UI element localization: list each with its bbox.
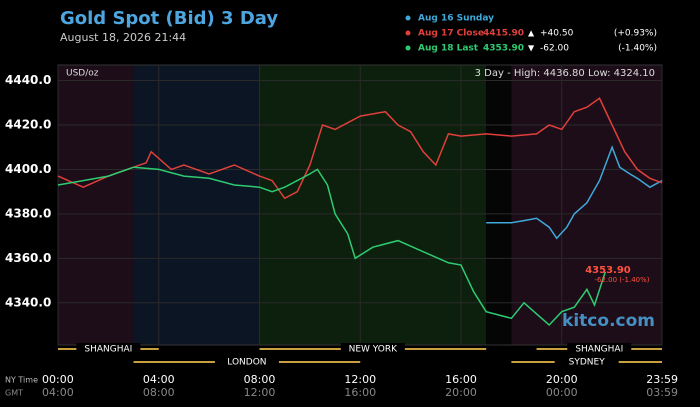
watermark: kitco.com	[562, 311, 655, 331]
x-tick-label: 23:59	[646, 373, 678, 386]
chart-subtitle: August 18, 2026 21:44	[60, 31, 186, 44]
legend-value: 4353.90	[483, 44, 524, 54]
y-tick-label: 4440.0	[5, 73, 51, 87]
legend-pct: (-1.40%)	[618, 44, 657, 54]
chart-title: Gold Spot (Bid) 3 Day	[60, 8, 278, 29]
legend-name: Aug 16 Sunday	[418, 14, 494, 24]
legend-name: Aug 18 Last	[418, 44, 479, 54]
session-shade	[133, 65, 260, 345]
session-label: SHANGHAI	[575, 345, 623, 355]
session-shade	[486, 65, 512, 345]
y-tick-label: 4400.0	[5, 162, 51, 176]
legend-dot	[405, 15, 411, 21]
legend-pct: (+0.93%)	[614, 29, 657, 39]
x2-row-label: GMT	[5, 389, 23, 398]
legend-change: +40.50	[540, 29, 574, 39]
session-shade	[58, 65, 134, 345]
legend-name: Aug 17 Close	[418, 29, 484, 39]
plot-area	[57, 64, 663, 346]
x-tick-label: 00:00	[42, 373, 74, 386]
legend-value: 4415.90	[483, 29, 524, 39]
y-tick-label: 4360.0	[5, 251, 51, 265]
last-change-label: -62.00 (-1.40%)	[594, 276, 649, 284]
legend-change: -62.00	[540, 44, 569, 54]
session-label: SHANGHAI	[84, 345, 132, 355]
y-tick-label: 4380.0	[5, 206, 51, 220]
session-label-bg	[340, 343, 405, 354]
session-label-bg	[76, 343, 141, 354]
session-label-bg	[567, 343, 632, 354]
legend-dot	[405, 45, 411, 51]
legend-arrow: ▼	[528, 44, 535, 53]
price-line	[57, 166, 607, 327]
price-line	[486, 145, 663, 240]
session-label-bg	[214, 356, 279, 367]
x2-tick-label: 20:00	[445, 386, 477, 399]
legend-arrow: ▲	[528, 29, 535, 38]
y-tick-label: 4420.0	[5, 118, 51, 132]
last-price-label: 4353.90	[585, 265, 631, 276]
range-label: 3 Day - High: 4436.80 Low: 4324.10	[475, 68, 655, 79]
x2-tick-label: 00:00	[546, 386, 578, 399]
price-line	[57, 97, 663, 200]
x-tick-label: 12:00	[344, 373, 376, 386]
x-tick-label: 08:00	[244, 373, 276, 386]
session-label: SYDNEY	[569, 358, 606, 368]
session-label: LONDON	[227, 358, 266, 368]
x-tick-label: 16:00	[445, 373, 477, 386]
x2-tick-label: 08:00	[143, 386, 175, 399]
unit-label: USD/oz	[66, 69, 99, 79]
x-tick-label: 20:00	[546, 373, 578, 386]
session-shade	[259, 65, 487, 345]
y-tick-label: 4340.0	[5, 295, 51, 309]
x2-tick-label: 03:59	[646, 386, 678, 399]
x2-tick-label: 04:00	[42, 386, 74, 399]
session-shade	[511, 65, 662, 345]
legend-dot	[405, 30, 411, 36]
x2-tick-label: 12:00	[244, 386, 276, 399]
x2-tick-label: 16:00	[344, 386, 376, 399]
session-label: NEW YORK	[349, 345, 399, 355]
x-row-label: NY Time	[5, 376, 38, 385]
session-label-bg	[554, 356, 619, 367]
x-tick-label: 04:00	[143, 373, 175, 386]
